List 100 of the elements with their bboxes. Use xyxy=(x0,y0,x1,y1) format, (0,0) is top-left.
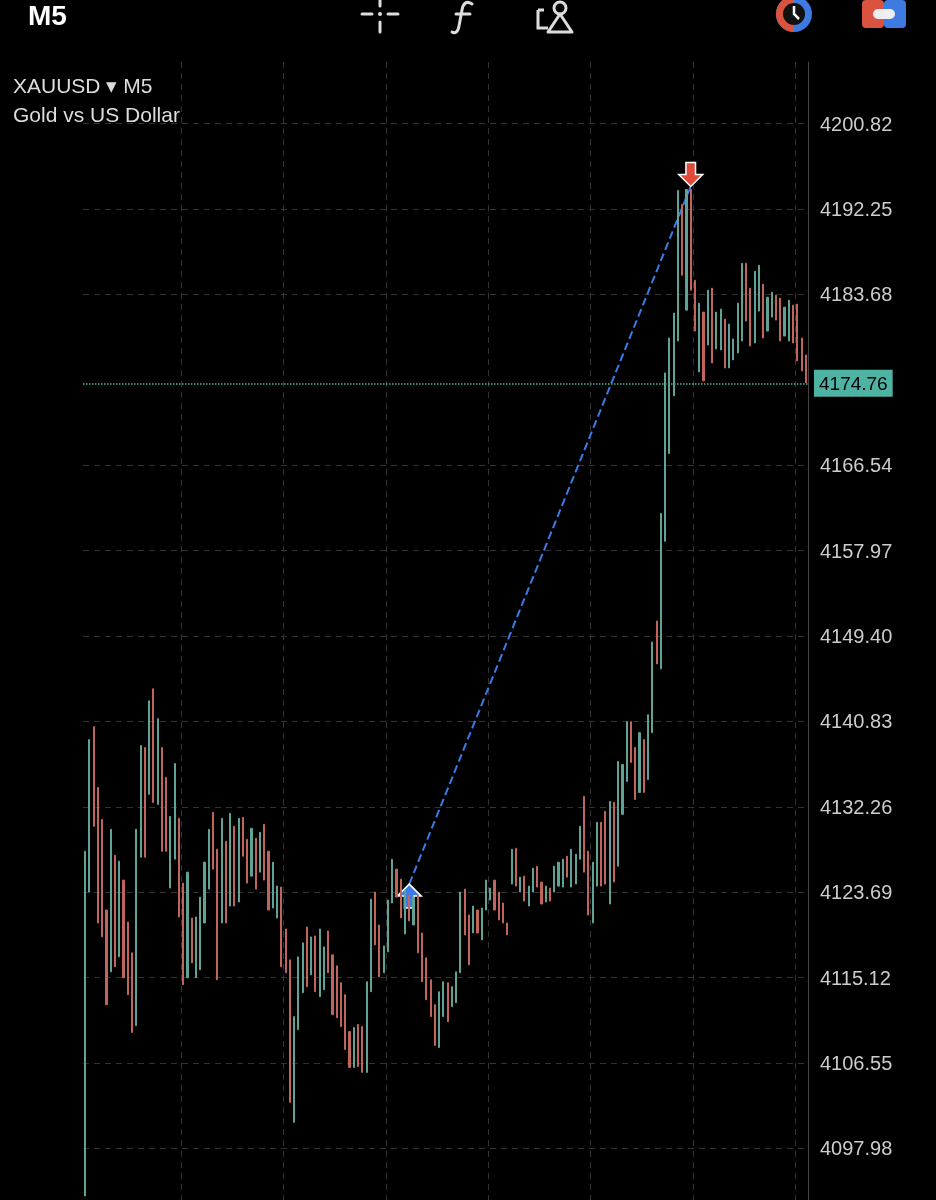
candlestick xyxy=(668,337,670,455)
candlestick xyxy=(310,936,312,976)
candlestick xyxy=(400,878,402,919)
candlestick xyxy=(323,946,325,991)
candlestick xyxy=(353,1027,355,1068)
candlestick xyxy=(186,871,189,979)
y-tick-label: 4192.25 xyxy=(820,197,893,220)
candlestick xyxy=(630,721,632,764)
candlestick xyxy=(314,935,316,993)
candlestick xyxy=(203,861,206,924)
candlestick xyxy=(570,848,572,888)
candlestick xyxy=(331,954,334,1016)
candlestick xyxy=(758,264,760,312)
candlestick xyxy=(775,294,777,321)
candlestick xyxy=(442,981,444,1018)
candlestick xyxy=(511,848,513,885)
candlestick xyxy=(408,894,410,922)
candlestick xyxy=(545,885,547,903)
candlestick xyxy=(464,888,466,936)
candlestick xyxy=(319,928,321,998)
candlestick xyxy=(502,902,504,924)
candlestick xyxy=(152,688,154,803)
candlestick xyxy=(93,726,95,827)
candlestick xyxy=(135,828,137,1027)
candlestick xyxy=(293,1016,295,1123)
candlestick xyxy=(267,850,270,911)
candlestick xyxy=(557,861,560,887)
candlestick xyxy=(348,1031,351,1068)
candlestick xyxy=(617,761,619,867)
candlestick xyxy=(792,304,794,344)
candlestick xyxy=(447,982,449,1023)
candlestick xyxy=(182,882,184,986)
candlestick xyxy=(493,879,496,911)
candlestick xyxy=(562,858,564,888)
y-tick-label: 4097.98 xyxy=(820,1137,893,1160)
candlestick xyxy=(391,858,393,904)
text: XAUUSD ▾ M5 xyxy=(13,74,153,97)
candlestick xyxy=(357,1024,359,1067)
y-tick-label: 4106.55 xyxy=(820,1051,893,1074)
candlestick xyxy=(724,318,726,369)
candlestick xyxy=(566,855,568,878)
y-tick-label: 4166.54 xyxy=(820,454,893,477)
candlestick xyxy=(626,721,628,782)
candlestick xyxy=(114,854,116,968)
candlestick xyxy=(783,306,786,337)
candlestick xyxy=(796,303,798,362)
candlestick xyxy=(656,620,658,665)
candlestick xyxy=(459,891,461,974)
candlestick xyxy=(250,827,253,877)
candlestick xyxy=(361,1026,363,1073)
candlestick xyxy=(178,817,180,918)
candlestick xyxy=(366,981,368,1073)
candlestick xyxy=(127,921,129,996)
candlestick xyxy=(208,828,210,890)
candlestick xyxy=(105,909,108,1006)
candlestick xyxy=(118,860,120,958)
candlestick xyxy=(476,909,479,934)
candlestick xyxy=(677,190,679,342)
ref-line-label: 4174.76 xyxy=(819,372,888,394)
candlestick xyxy=(242,816,244,857)
text: M5 xyxy=(28,0,67,32)
candlestick xyxy=(199,896,201,971)
candlestick xyxy=(84,850,86,1197)
candlestick xyxy=(417,894,419,954)
candlestick xyxy=(681,204,683,276)
candlestick xyxy=(455,971,457,1004)
y-tick-label: 4115.12 xyxy=(820,966,891,989)
candlestick xyxy=(536,865,538,888)
candlestick xyxy=(728,323,730,369)
candlestick xyxy=(749,287,751,347)
candlestick xyxy=(370,898,372,993)
candlestick xyxy=(638,732,641,793)
candlestick xyxy=(378,924,380,978)
candlestick xyxy=(575,853,577,885)
candlestick xyxy=(523,875,525,902)
candlestick xyxy=(430,979,432,1018)
candlestick xyxy=(131,952,133,1034)
candlestick xyxy=(805,354,807,384)
candlestick xyxy=(272,861,274,909)
candlestick xyxy=(801,337,803,372)
candlestick xyxy=(344,994,346,1051)
candlestick xyxy=(306,926,308,988)
candlestick xyxy=(229,812,231,907)
candlestick xyxy=(673,312,675,397)
candlestick xyxy=(302,942,304,994)
candlestick xyxy=(604,810,606,885)
candlestick xyxy=(737,302,739,354)
candlestick xyxy=(216,848,218,981)
candlestick xyxy=(238,817,240,903)
candlestick xyxy=(374,891,376,946)
y-tick-label: 4200.82 xyxy=(820,112,893,135)
candlestick xyxy=(110,828,112,973)
candlestick xyxy=(732,338,734,361)
candlestick xyxy=(532,867,534,893)
text: Gold vs US Dollar xyxy=(13,103,180,126)
y-tick-label: 4132.26 xyxy=(820,795,893,818)
candlestick xyxy=(698,302,700,373)
y-tick-label: 4183.68 xyxy=(820,283,893,306)
candlestick xyxy=(395,868,398,898)
candlestick xyxy=(643,739,645,793)
